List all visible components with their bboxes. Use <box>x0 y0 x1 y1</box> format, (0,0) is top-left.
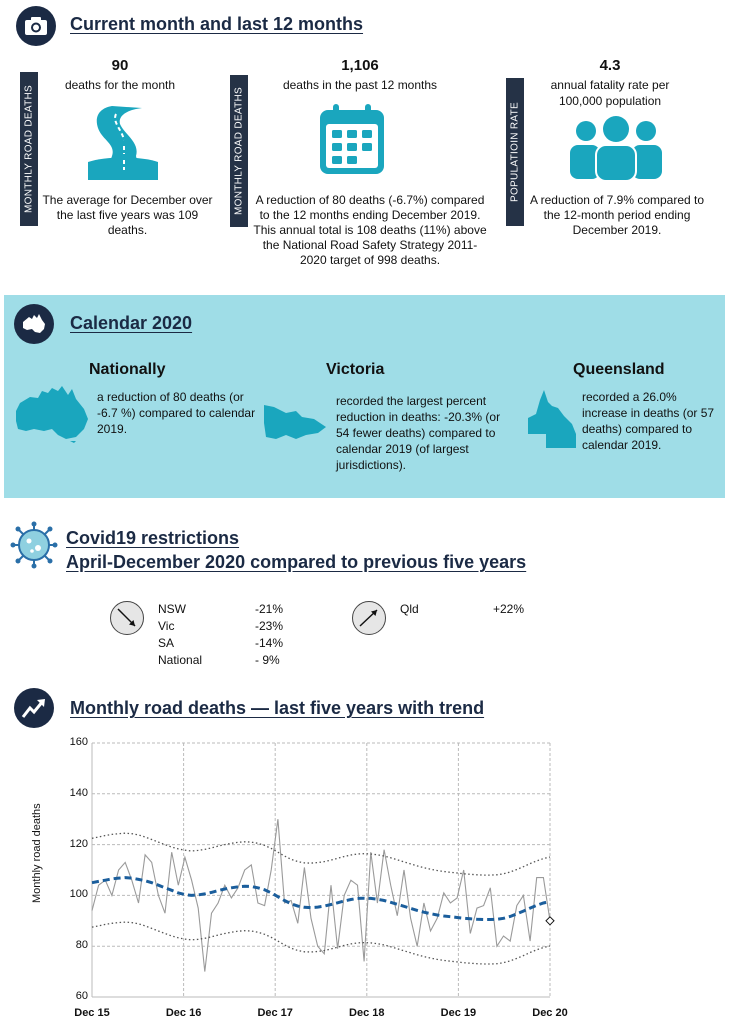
section-title-chart: Monthly road deaths — last five years wi… <box>70 698 485 718</box>
calendar-icon <box>318 102 386 181</box>
stat-vlabel-monthly-2: MONTHLY ROAD DEATHS <box>230 75 248 227</box>
down-arrow-icon <box>110 601 144 635</box>
calendar-band <box>4 295 725 498</box>
section-title-covid-2: April-December 2020 compared to previous… <box>66 552 527 572</box>
road-icon <box>86 104 160 185</box>
y-tick-label: 80 <box>75 939 88 952</box>
stat-caption-month: deaths for the month <box>64 78 176 92</box>
victoria-map-icon <box>262 403 328 448</box>
series-actual-line <box>91 819 551 972</box>
section-title-covid-1: Covid19 restrictions <box>66 528 240 548</box>
stat-note-month: The average for December over the last f… <box>42 193 213 237</box>
x-tick-label: Dec 20 <box>532 1007 568 1019</box>
covid-label: NSW <box>158 602 186 616</box>
y-tick-label: 140 <box>69 786 88 799</box>
queensland-map-icon <box>526 388 578 455</box>
stat-note-rate: A reduction of 7.9% compared to the 12-m… <box>529 193 705 237</box>
series-trend-line <box>91 876 551 921</box>
covid-value: -14% <box>255 636 284 650</box>
covid-value: +22% <box>493 602 525 616</box>
y-tick-label: 120 <box>69 837 88 850</box>
region-text-queensland: recorded a 26.0% increase in deaths (or … <box>582 390 715 452</box>
australia-map-icon <box>14 385 90 448</box>
covid-value: -23% <box>255 619 284 633</box>
region-name-national: Nationally <box>89 361 166 378</box>
covid-value: - 9% <box>255 653 280 667</box>
up-arrow-icon <box>352 601 386 635</box>
people-icon <box>570 115 662 186</box>
section-title-current: Current month and last 12 months <box>70 14 364 34</box>
stat-vlabel-population: POPULATIOIN RATE <box>506 78 524 226</box>
virus-icon <box>10 521 58 574</box>
australia-icon <box>14 304 54 344</box>
covid-label: SA <box>158 636 175 650</box>
y-tick-label: 160 <box>69 736 88 748</box>
x-tick-label: Dec 18 <box>349 1007 385 1019</box>
covid-value: -21% <box>255 602 284 616</box>
x-tick-label: Dec 16 <box>165 1007 202 1019</box>
region-name-victoria: Victoria <box>326 361 385 378</box>
stat-note-12months: A reduction of 80 deaths (-6.7%) compare… <box>253 193 487 267</box>
x-tick-label: Dec 17 <box>257 1007 293 1019</box>
covid-label: Qld <box>400 602 419 616</box>
stat-caption-rate: annual fatality rate per 100,000 populat… <box>550 78 670 108</box>
section-title-calendar: Calendar 2020 <box>70 313 193 333</box>
stat-caption-12months: deaths in the past 12 months <box>282 78 438 92</box>
y-tick-label: 60 <box>75 990 88 1002</box>
camera-icon <box>16 6 56 46</box>
y-tick-label: 100 <box>69 888 88 901</box>
stat-value-month: 90 <box>111 57 129 74</box>
series-lower-line <box>91 921 551 965</box>
series-upper-line <box>91 832 551 876</box>
x-tick-label: Dec 15 <box>74 1007 110 1019</box>
stat-vlabel-monthly-1: MONTHLY ROAD DEATHS <box>20 72 38 226</box>
region-text-national: a reduction of 80 deaths (or -6.7 %) com… <box>97 390 256 436</box>
covid-label: National <box>158 653 203 667</box>
region-text-victoria: recorded the largest percent reduction i… <box>336 394 501 472</box>
region-name-queensland: Queensland <box>573 361 665 378</box>
x-tick-label: Dec 19 <box>440 1007 477 1019</box>
stat-value-12months: 1,106 <box>341 57 379 74</box>
trend-icon <box>14 688 54 728</box>
highlight-point <box>545 916 555 926</box>
chart-ylabel: Monthly road deaths <box>31 803 43 903</box>
covid-label: Vic <box>158 619 175 633</box>
stat-value-rate: 4.3 <box>599 57 621 74</box>
